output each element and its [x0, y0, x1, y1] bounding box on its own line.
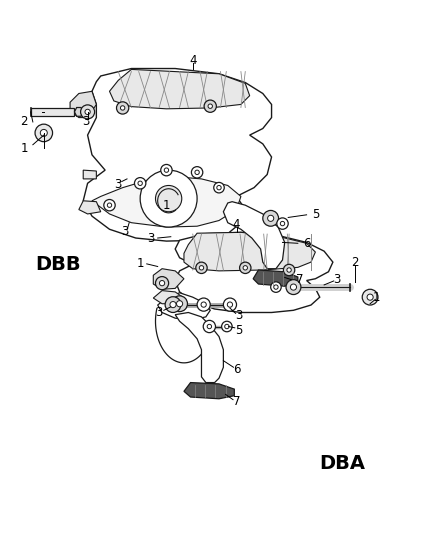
Circle shape — [201, 302, 206, 307]
Circle shape — [165, 297, 181, 312]
Circle shape — [155, 185, 182, 212]
Text: 4: 4 — [189, 54, 197, 67]
Text: 1: 1 — [136, 257, 144, 270]
Circle shape — [140, 170, 197, 227]
Circle shape — [277, 218, 288, 229]
Circle shape — [286, 280, 301, 295]
Text: 3: 3 — [148, 231, 155, 245]
Text: 7: 7 — [233, 395, 240, 408]
Circle shape — [217, 185, 221, 190]
Circle shape — [40, 130, 47, 136]
Circle shape — [117, 102, 129, 114]
Polygon shape — [153, 269, 184, 289]
Circle shape — [164, 168, 169, 172]
Circle shape — [274, 285, 278, 289]
Circle shape — [240, 262, 251, 273]
Circle shape — [362, 289, 378, 305]
Circle shape — [223, 298, 237, 311]
Polygon shape — [175, 312, 223, 383]
Text: 5: 5 — [312, 208, 319, 221]
Circle shape — [81, 105, 95, 119]
Circle shape — [214, 182, 224, 193]
Circle shape — [161, 165, 172, 176]
Circle shape — [191, 167, 203, 178]
Circle shape — [280, 221, 285, 226]
Circle shape — [290, 284, 297, 290]
Circle shape — [120, 106, 125, 110]
Text: 1: 1 — [20, 142, 28, 155]
Text: 3: 3 — [82, 116, 89, 128]
Polygon shape — [158, 293, 210, 320]
Text: 3: 3 — [121, 225, 128, 238]
Circle shape — [207, 324, 212, 329]
Circle shape — [35, 124, 53, 142]
Text: 1: 1 — [373, 290, 381, 304]
Text: 6: 6 — [233, 363, 240, 376]
Text: 6: 6 — [303, 237, 311, 250]
Text: 3: 3 — [155, 306, 162, 319]
Polygon shape — [92, 177, 241, 227]
Circle shape — [85, 109, 90, 115]
Polygon shape — [74, 108, 83, 116]
Polygon shape — [223, 201, 285, 269]
Polygon shape — [184, 232, 315, 271]
Circle shape — [287, 268, 291, 272]
Circle shape — [104, 199, 115, 211]
Circle shape — [197, 298, 210, 311]
Circle shape — [208, 104, 212, 108]
Circle shape — [170, 302, 176, 308]
Text: 3: 3 — [115, 177, 122, 191]
Circle shape — [283, 264, 295, 276]
Circle shape — [196, 262, 207, 273]
Circle shape — [268, 215, 274, 221]
Circle shape — [172, 296, 187, 312]
Circle shape — [107, 203, 112, 207]
Circle shape — [367, 294, 373, 300]
Circle shape — [225, 324, 229, 329]
Circle shape — [138, 181, 142, 185]
Circle shape — [155, 277, 169, 290]
Circle shape — [199, 265, 204, 270]
Circle shape — [222, 321, 232, 332]
Circle shape — [159, 280, 165, 286]
Text: DBA: DBA — [320, 454, 366, 473]
Circle shape — [203, 320, 215, 333]
Circle shape — [271, 282, 281, 292]
Polygon shape — [175, 232, 333, 312]
Circle shape — [134, 177, 146, 189]
Polygon shape — [31, 108, 74, 116]
Polygon shape — [253, 270, 298, 286]
Text: 2: 2 — [351, 256, 359, 269]
Circle shape — [243, 265, 247, 270]
Polygon shape — [153, 290, 184, 304]
Circle shape — [195, 170, 199, 174]
Circle shape — [227, 302, 233, 307]
Text: 7: 7 — [296, 273, 304, 286]
Polygon shape — [70, 91, 96, 118]
Text: 1: 1 — [162, 199, 170, 212]
Text: 4: 4 — [233, 218, 240, 231]
Polygon shape — [184, 383, 234, 399]
Circle shape — [177, 301, 183, 307]
Text: 3: 3 — [235, 309, 242, 322]
Polygon shape — [79, 201, 101, 214]
Circle shape — [263, 211, 279, 226]
Polygon shape — [83, 69, 272, 241]
Text: DBB: DBB — [35, 255, 81, 274]
Text: 5: 5 — [235, 324, 242, 336]
Polygon shape — [83, 170, 96, 179]
Text: 3: 3 — [334, 273, 341, 286]
Circle shape — [204, 100, 216, 112]
Polygon shape — [110, 69, 250, 109]
Text: 2: 2 — [20, 116, 28, 128]
